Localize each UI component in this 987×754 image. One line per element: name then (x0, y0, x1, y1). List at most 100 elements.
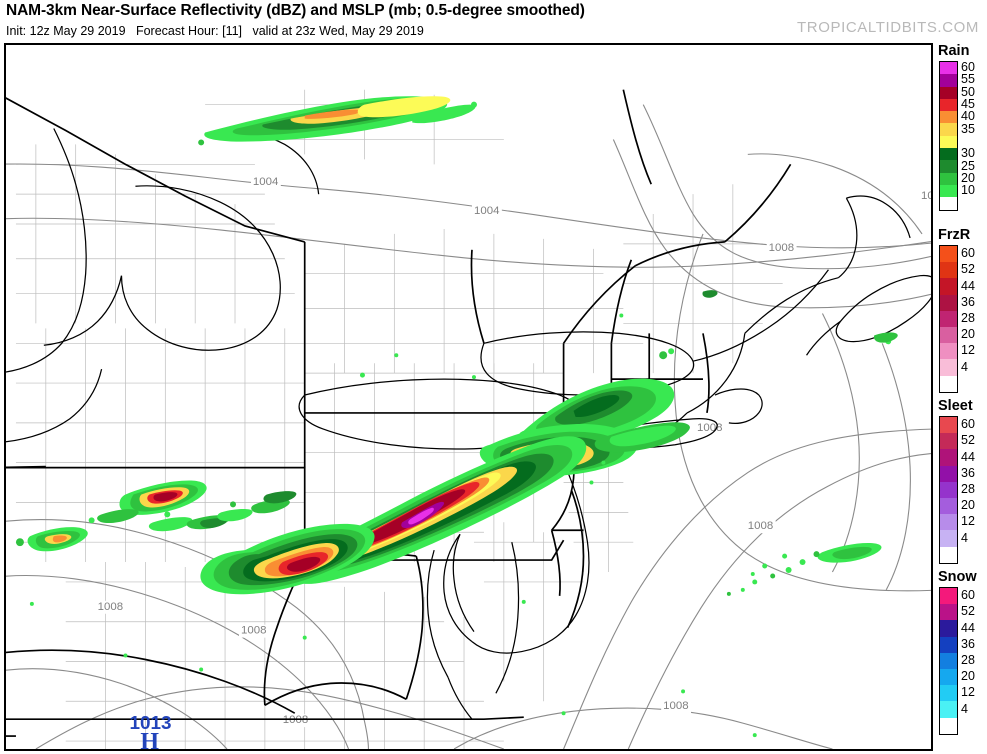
legend-swatch (940, 197, 957, 210)
isobar-label: 1008 (748, 520, 773, 532)
legend-swatch (940, 262, 957, 279)
legend-bar-snow: 60 52 44 36 28 20 12 4 (937, 587, 987, 735)
legend-swatch (940, 310, 957, 327)
header: NAM-3km Near-Surface Reflectivity (dBZ) … (0, 0, 987, 45)
legend-swatch (940, 135, 957, 149)
isobar-label-halo (95, 600, 126, 614)
legend-title-sleet: Sleet (938, 398, 973, 414)
isobar-label-halo (766, 241, 797, 255)
legend-swatch (940, 172, 957, 185)
isobar-label-halo (471, 205, 502, 219)
isobar-label: 1008 (283, 714, 308, 726)
legend-swatch-column (939, 245, 958, 393)
legend-swatch (940, 184, 957, 198)
echo-specks (29, 313, 757, 738)
legend-swatch (940, 636, 957, 653)
legend-swatch (940, 685, 957, 702)
legend-value-label: 4 (961, 359, 968, 374)
legend-swatch (940, 246, 957, 263)
isobar-label: 1008 (241, 625, 266, 637)
legend-value-label: 28 (961, 481, 975, 496)
legend-swatch (940, 668, 957, 686)
legend-swatch (940, 433, 957, 450)
page-title: NAM-3km Near-Surface Reflectivity (dBZ) … (6, 2, 585, 19)
legend-swatch (940, 148, 957, 161)
legend-value-label: 50 (961, 84, 975, 99)
legend-value-label: 28 (961, 652, 975, 667)
legend-swatch-column (939, 61, 958, 211)
legend-bar-frzr: 60 52 44 36 28 20 12 4 (937, 245, 987, 393)
legend-swatch (940, 375, 957, 392)
legend-group-frzr: FrzR 60 52 44 36 28 20 12 4 (937, 227, 987, 393)
isobar-label: 1008 (98, 601, 123, 613)
legend-value-label: 4 (961, 530, 968, 545)
legend-value-label: 52 (961, 262, 975, 277)
legend-swatch-column (939, 416, 958, 564)
isobar-label: 1008 (697, 422, 722, 434)
legend-value-label: 12 (961, 514, 975, 529)
map-panel[interactable]: 1004 1004 1008 1008 1008 1008 1008 1008 1008 1008 (4, 43, 933, 751)
isobar-label: 1004 (474, 205, 500, 217)
legend-value-label: 45 (961, 97, 975, 112)
legend-group-snow: Snow 60 52 44 36 28 20 12 4 (937, 569, 987, 735)
isobar-label: 1008 (921, 190, 931, 202)
legend-value-label: 20 (961, 170, 975, 185)
legend-value-label: 36 (961, 636, 975, 651)
legend-swatch (940, 111, 957, 124)
legend-value-label: 36 (961, 465, 975, 480)
legend-group-rain: Rain 60 55 50 45 40 35 30 25 20 10 (937, 43, 987, 211)
legend-swatch (940, 604, 957, 621)
legend-swatch (940, 514, 957, 531)
legend-value-label: 20 (961, 327, 975, 342)
legend-swatch-column (939, 587, 958, 735)
legend-title-frzr: FrzR (938, 227, 971, 243)
site-watermark: TROPICALTIDBITS.COM (797, 19, 979, 36)
legend-value-label: 52 (961, 433, 975, 448)
legend-value-label: 10 (961, 183, 975, 198)
legend-value-label: 60 (961, 60, 975, 75)
legend-swatch (940, 481, 957, 498)
isobar-label-halo (919, 190, 931, 204)
legend-value-label: 30 (961, 146, 975, 161)
isobar-label-halo (250, 176, 281, 190)
mslp-isobars (6, 104, 931, 749)
legend-swatch (940, 417, 957, 434)
legend-title-snow: Snow (938, 569, 977, 585)
legend-value-label: 60 (961, 417, 975, 432)
echo-squall-line (286, 436, 587, 584)
legend-swatch (940, 620, 957, 637)
legend-value-label: 20 (961, 669, 975, 684)
legend-swatch (940, 588, 957, 605)
isobar-label: 1008 (769, 242, 794, 254)
isobar-label: 1004 (253, 176, 279, 188)
legend-value-label: 12 (961, 685, 975, 700)
reflectivity-field (15, 96, 898, 738)
legend-swatch (940, 294, 957, 311)
legend-value-label: 44 (961, 278, 975, 293)
legend-group-sleet: Sleet 60 52 44 36 28 20 12 4 (937, 398, 987, 564)
legend-value-label: 55 (961, 72, 975, 87)
echo-offshore-cells (726, 543, 882, 596)
legend-value-label: 44 (961, 620, 975, 635)
legend-swatch (940, 62, 957, 75)
legend-swatch (940, 326, 957, 344)
legend-value-label: 35 (961, 121, 975, 136)
legend-swatch (940, 497, 957, 515)
legend-swatch (940, 123, 957, 136)
isobar-label-halo (745, 520, 776, 534)
legend-value-label: 40 (961, 109, 975, 124)
legend-value-label: 12 (961, 343, 975, 358)
legend-title-rain: Rain (938, 43, 970, 59)
legend-swatch (940, 160, 957, 173)
isobar-label: 1008 (663, 700, 688, 712)
legend-value-label: 44 (961, 449, 975, 464)
legend-value-label: 25 (961, 158, 975, 173)
legend-swatch (940, 449, 957, 466)
weather-map[interactable]: 1004 1004 1008 1008 1008 1008 1008 1008 1008 1008 (6, 45, 931, 749)
legend-value-label: 52 (961, 604, 975, 619)
legend-swatch (940, 98, 957, 112)
legend-swatch (940, 74, 957, 87)
init-time-label: Init: 12z May 29 2019 (6, 24, 126, 38)
